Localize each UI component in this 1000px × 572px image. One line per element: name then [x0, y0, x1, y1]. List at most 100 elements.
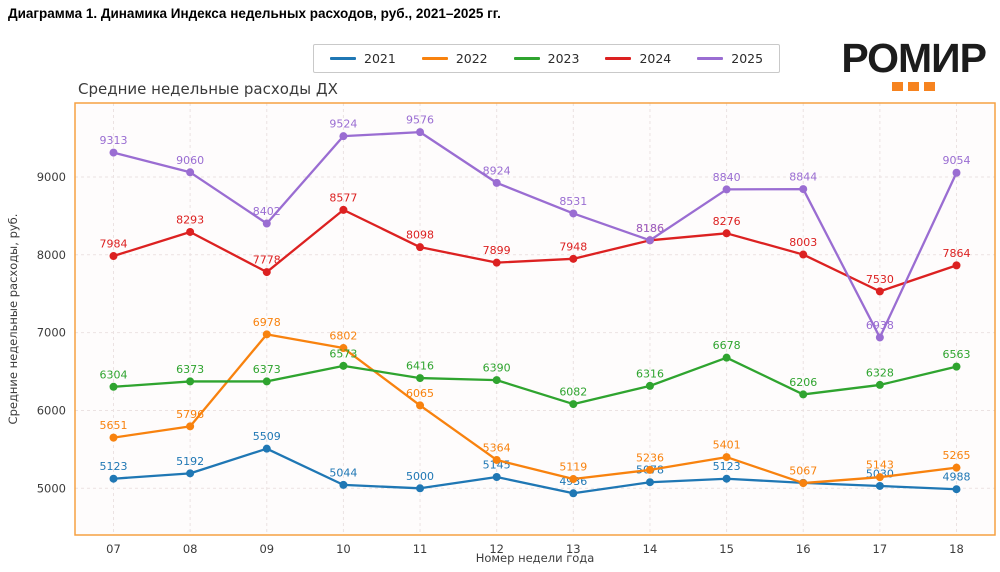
svg-text:5000: 5000 — [406, 470, 434, 483]
svg-text:9000: 9000 — [37, 170, 66, 184]
svg-text:6328: 6328 — [866, 366, 894, 379]
romir-logo-squares — [841, 82, 986, 91]
svg-text:6678: 6678 — [713, 339, 741, 352]
svg-text:7000: 7000 — [37, 326, 66, 340]
legend-line-swatch — [421, 57, 448, 60]
svg-text:8531: 8531 — [559, 195, 587, 208]
svg-text:8098: 8098 — [406, 229, 434, 242]
svg-text:14: 14 — [643, 542, 658, 556]
svg-text:8844: 8844 — [789, 171, 817, 184]
legend-line-swatch — [605, 57, 632, 60]
logo-square — [924, 82, 936, 91]
svg-text:6573: 6573 — [329, 347, 357, 360]
svg-text:7864: 7864 — [943, 247, 971, 260]
svg-text:8186: 8186 — [636, 222, 664, 235]
romir-logo-text: РОМИР — [841, 35, 987, 81]
romir-logo: РОМИР — [841, 35, 987, 91]
logo-square — [908, 82, 920, 91]
chart-title: Средние недельные расходы ДХ — [78, 80, 338, 98]
svg-text:5123: 5123 — [713, 460, 741, 473]
svg-text:11: 11 — [413, 542, 428, 556]
svg-text:9054: 9054 — [943, 154, 971, 167]
svg-text:8003: 8003 — [789, 236, 817, 249]
legend-label: 2021 — [364, 51, 396, 66]
svg-text:6978: 6978 — [253, 316, 281, 329]
svg-text:6563: 6563 — [943, 348, 971, 361]
svg-text:15: 15 — [719, 542, 734, 556]
svg-text:8186: 8186 — [636, 222, 664, 235]
svg-text:8924: 8924 — [483, 164, 511, 177]
legend-line-swatch — [330, 57, 356, 60]
svg-text:09: 09 — [259, 542, 274, 556]
svg-text:9313: 9313 — [100, 134, 128, 147]
svg-text:8577: 8577 — [329, 191, 357, 204]
svg-text:5796: 5796 — [176, 408, 204, 421]
svg-text:6304: 6304 — [100, 368, 128, 381]
svg-text:5236: 5236 — [636, 451, 664, 464]
svg-text:10: 10 — [336, 542, 351, 556]
document-title: Диаграмма 1. Динамика Индекса недельных … — [8, 6, 501, 21]
svg-text:5067: 5067 — [789, 465, 817, 478]
svg-text:8840: 8840 — [713, 171, 741, 184]
svg-text:6802: 6802 — [329, 330, 357, 343]
svg-text:7948: 7948 — [559, 240, 587, 253]
legend-item-2025: 2025 — [697, 51, 763, 66]
svg-text:5000: 5000 — [37, 481, 66, 495]
svg-text:7778: 7778 — [253, 254, 281, 267]
svg-text:6082: 6082 — [559, 386, 587, 399]
svg-text:4988: 4988 — [943, 471, 971, 484]
svg-text:17: 17 — [873, 542, 888, 556]
svg-text:5119: 5119 — [559, 461, 587, 474]
svg-text:Средние недельные расходы, руб: Средние недельные расходы, руб. — [6, 214, 20, 425]
legend-line-swatch — [513, 57, 540, 60]
svg-text:8276: 8276 — [713, 215, 741, 228]
svg-text:12: 12 — [489, 542, 504, 556]
svg-text:16: 16 — [796, 542, 811, 556]
svg-text:6316: 6316 — [636, 367, 664, 380]
legend-item-2022: 2022 — [421, 51, 488, 66]
svg-text:6416: 6416 — [406, 360, 434, 373]
svg-text:5364: 5364 — [483, 441, 511, 454]
svg-text:8293: 8293 — [176, 213, 204, 226]
svg-text:5401: 5401 — [713, 439, 741, 452]
svg-text:8402: 8402 — [253, 205, 281, 218]
svg-text:13: 13 — [566, 542, 581, 556]
svg-text:7984: 7984 — [100, 238, 128, 251]
legend-label: 2025 — [731, 51, 764, 66]
svg-text:5192: 5192 — [176, 455, 204, 468]
legend-item-2024: 2024 — [605, 51, 671, 66]
svg-text:7530: 7530 — [866, 273, 894, 286]
svg-text:5651: 5651 — [100, 419, 128, 432]
svg-text:6390: 6390 — [483, 362, 511, 375]
logo-square — [892, 82, 904, 91]
svg-text:9576: 9576 — [406, 114, 434, 127]
svg-text:8000: 8000 — [37, 248, 66, 262]
svg-text:5123: 5123 — [100, 460, 128, 473]
svg-text:5265: 5265 — [943, 449, 971, 462]
legend-item-2023: 2023 — [513, 51, 580, 66]
svg-text:9060: 9060 — [176, 154, 204, 167]
svg-text:Номер недели года: Номер недели года — [476, 551, 595, 565]
svg-text:5143: 5143 — [866, 459, 894, 472]
legend: 2021 2022 2023 2024 2025 — [313, 44, 781, 73]
svg-text:6206: 6206 — [789, 376, 817, 389]
svg-text:6938: 6938 — [866, 319, 894, 332]
legend-label: 2022 — [455, 51, 488, 66]
svg-text:5044: 5044 — [329, 466, 357, 479]
svg-text:5509: 5509 — [253, 430, 281, 443]
svg-text:6000: 6000 — [37, 403, 66, 417]
legend-label: 2023 — [547, 51, 580, 66]
svg-text:6373: 6373 — [253, 363, 281, 376]
svg-text:6373: 6373 — [176, 363, 204, 376]
svg-text:07: 07 — [106, 542, 121, 556]
svg-text:6065: 6065 — [406, 387, 434, 400]
svg-text:7899: 7899 — [483, 244, 511, 257]
legend-item-2021: 2021 — [330, 51, 396, 66]
svg-text:9524: 9524 — [329, 118, 357, 131]
svg-text:08: 08 — [183, 542, 198, 556]
svg-text:18: 18 — [949, 542, 964, 556]
legend-line-swatch — [697, 57, 724, 60]
legend-label: 2024 — [639, 51, 672, 66]
